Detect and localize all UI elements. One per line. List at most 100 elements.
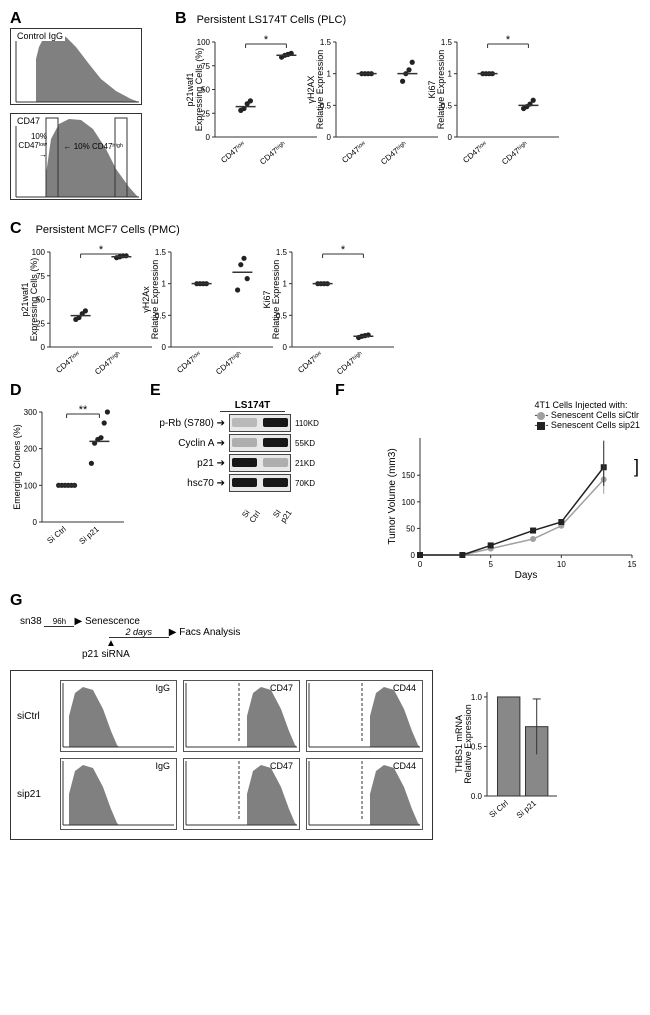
svg-text:1.0: 1.0 xyxy=(471,692,483,701)
blot-protein-label: Cyclin A ➔ xyxy=(150,438,229,449)
svg-text:CD47ʰⁱᵍʰ: CD47ʰⁱᵍʰ xyxy=(379,140,409,165)
dot-plot-svg: 0100200300**Si CtrlSi p21Emerging Clones… xyxy=(10,400,130,550)
dot-plot-svg: 0255075100*CD47ˡᵒʷCD47ʰⁱᵍʰp21waf1Express… xyxy=(183,30,323,165)
svg-text:0: 0 xyxy=(162,343,167,352)
svg-text:0: 0 xyxy=(283,343,288,352)
panel-g: G sn38 96h▶ Senescence 2 days▶ Facs Anal… xyxy=(10,592,640,840)
panel-a-label: A xyxy=(10,10,175,28)
blot-row: Cyclin A ➔ 55KD xyxy=(150,434,335,452)
panel-d-label: D xyxy=(10,382,140,400)
svg-text:1.5: 1.5 xyxy=(320,38,332,47)
facs-histogram: CD44 xyxy=(306,680,423,752)
dot-plot-svg: 00.511.5*CD47ˡᵒʷCD47ʰⁱᵍʰKi67Relative Exp… xyxy=(425,30,565,165)
facs-grid: siCtrl IgG CD47 CD44 xyxy=(10,670,433,840)
dot-plot: 00.511.5CD47ˡᵒʷCD47ʰⁱᵍʰγH2AXRelative Exp… xyxy=(304,30,409,160)
svg-text:5: 5 xyxy=(488,560,493,569)
svg-text:**: ** xyxy=(79,404,88,416)
blot-band xyxy=(229,474,291,492)
hist-label-ctrl: Control IgG xyxy=(15,31,65,41)
svg-text:Si p21: Si p21 xyxy=(78,524,102,546)
panel-b-plots: 0255075100*CD47ˡᵒʷCD47ʰⁱᵍʰp21waf1Express… xyxy=(175,30,640,160)
svg-text:CD47ʰⁱᵍʰ: CD47ʰⁱᵍʰ xyxy=(93,350,123,375)
dot-plot: 00.511.5*CD47ˡᵒʷCD47ʰⁱᵍʰKi67Relative Exp… xyxy=(425,30,530,160)
panel-g-label: G xyxy=(10,592,640,610)
lane-label: Si Ctrl xyxy=(240,506,260,525)
blot-protein-label: p21 ➔ xyxy=(150,458,229,469)
svg-text:10: 10 xyxy=(557,560,566,569)
svg-text:*: * xyxy=(99,244,104,256)
dot-plot-svg: 00.511.5*CD47ˡᵒʷCD47ʰⁱᵍʰKi67Relative Exp… xyxy=(260,240,400,375)
facs-row-label: siCtrl xyxy=(17,711,57,722)
svg-text:*: * xyxy=(506,34,511,46)
svg-text:Relative Expression: Relative Expression xyxy=(463,704,473,784)
facs-row: sip21 IgG CD47 CD44 xyxy=(17,755,426,833)
svg-text:100: 100 xyxy=(402,498,416,507)
svg-text:0: 0 xyxy=(327,133,332,142)
panel-e-label: E xyxy=(150,382,335,400)
blot-mw: 21KD xyxy=(291,459,315,468)
svg-text:Emerging Clones (%): Emerging Clones (%) xyxy=(12,424,22,510)
svg-text:Days: Days xyxy=(515,570,538,580)
svg-text:100: 100 xyxy=(32,248,46,257)
panel-a: A Control IgG CD47 10% CD47ˡᵒʷ xyxy=(10,10,175,208)
blot-mw: 70KD xyxy=(291,479,315,488)
svg-text:150: 150 xyxy=(402,471,416,480)
svg-text:0: 0 xyxy=(411,551,416,560)
svg-text:Si Ctrl: Si Ctrl xyxy=(488,798,511,819)
figure-container: A Control IgG CD47 10% CD47ˡᵒʷ xyxy=(10,10,640,840)
facs-histogram: CD47 xyxy=(183,758,300,830)
svg-text:CD47ˡᵒʷ: CD47ˡᵒʷ xyxy=(219,140,247,165)
histogram-cd47: CD47 10% CD47ˡᵒʷ → ← 10% CD47ʰⁱᵍʰ xyxy=(10,113,142,200)
panel-f-label: F xyxy=(335,382,640,400)
western-blot: p-Rb (S780) ➔ 110KD Cyclin A ➔ 55KD p21 … xyxy=(150,414,335,524)
svg-text:Expressing Cells (%): Expressing Cells (%) xyxy=(29,258,39,342)
panel-e: E LS174T p-Rb (S780) ➔ 110KD Cyclin A ➔ … xyxy=(150,382,335,524)
svg-text:0: 0 xyxy=(418,560,423,569)
svg-text:CD47ʰⁱᵍʰ: CD47ʰⁱᵍʰ xyxy=(258,140,288,165)
svg-text:*: * xyxy=(264,34,269,46)
svg-text:CD47ˡᵒʷ: CD47ˡᵒʷ xyxy=(340,140,368,165)
facs-row-label: sip21 xyxy=(17,789,57,800)
svg-text:100: 100 xyxy=(197,38,211,47)
svg-text:1.5: 1.5 xyxy=(155,248,167,257)
dot-plot: 00.511.5CD47ˡᵒʷCD47ʰⁱᵍʰγH2AxRelative Exp… xyxy=(139,240,244,370)
hist-label-cd47: CD47 xyxy=(15,116,42,126)
lane-label: SI p21 xyxy=(271,506,291,525)
panel-c: C Persistent MCF7 Cells (PMC) 0255075100… xyxy=(10,220,640,370)
svg-text:Relative Expression: Relative Expression xyxy=(315,50,325,130)
svg-text:Relative Expression: Relative Expression xyxy=(436,50,446,130)
blot-band xyxy=(229,414,291,432)
svg-text:0: 0 xyxy=(206,133,211,142)
dot-plot: 0255075100*CD47ˡᵒʷCD47ʰⁱᵍʰp21waf1Express… xyxy=(18,240,123,370)
svg-text:Relative Expression: Relative Expression xyxy=(271,260,281,340)
svg-text:0: 0 xyxy=(33,518,38,527)
gate-high-text: ← 10% CD47ʰⁱᵍʰ xyxy=(64,142,124,151)
blot-band xyxy=(229,434,291,452)
svg-text:0: 0 xyxy=(448,133,453,142)
panel-b-label: B xyxy=(175,10,187,28)
facs-histogram: CD47 xyxy=(183,680,300,752)
svg-text:CD47ˡᵒʷ: CD47ˡᵒʷ xyxy=(461,140,489,165)
svg-text:CD47ʰⁱᵍʰ: CD47ʰⁱᵍʰ xyxy=(335,350,365,375)
dot-plot-svg: 00.511.5CD47ˡᵒʷCD47ʰⁱᵍʰγH2AXRelative Exp… xyxy=(304,30,444,165)
blot-row: p21 ➔ 21KD xyxy=(150,454,335,472)
panel-e-title: LS174T xyxy=(220,400,285,412)
dot-plot-svg: 00.511.5CD47ˡᵒʷCD47ʰⁱᵍʰγH2AxRelative Exp… xyxy=(139,240,279,375)
panel-b: B Persistent LS174T Cells (PLC) 02550751… xyxy=(175,10,640,160)
panel-d: D 0100200300**Si CtrlSi p21Emerging Clon… xyxy=(10,382,140,553)
svg-text:Si Ctrl: Si Ctrl xyxy=(45,524,68,545)
svg-text:300: 300 xyxy=(24,408,38,417)
svg-text:15: 15 xyxy=(628,560,637,569)
schematic: sn38 96h▶ Senescence 2 days▶ Facs Analys… xyxy=(20,616,640,660)
row-def: D 0100200300**Si CtrlSi p21Emerging Clon… xyxy=(10,382,640,580)
svg-text:Relative Expression: Relative Expression xyxy=(150,260,160,340)
svg-text:CD47ˡᵒʷ: CD47ˡᵒʷ xyxy=(175,350,203,375)
svg-text:CD47ʰⁱᵍʰ: CD47ʰⁱᵍʰ xyxy=(500,140,530,165)
dot-plot: 0255075100*CD47ˡᵒʷCD47ʰⁱᵍʰp21waf1Express… xyxy=(183,30,288,160)
svg-text:Si p21: Si p21 xyxy=(515,798,539,820)
svg-text:100: 100 xyxy=(24,481,38,490)
svg-text:1: 1 xyxy=(448,70,453,79)
svg-text:1: 1 xyxy=(327,70,332,79)
facs-histogram: IgG xyxy=(60,680,177,752)
facs-row: siCtrl IgG CD47 CD44 xyxy=(17,677,426,755)
